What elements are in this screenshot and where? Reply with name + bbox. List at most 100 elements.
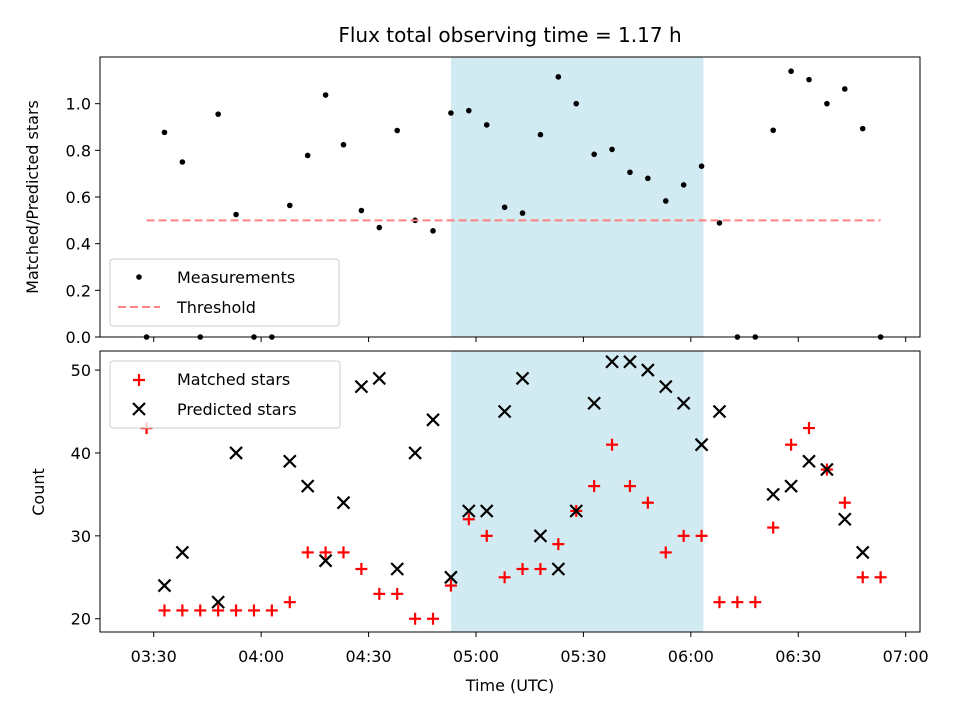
x-bar [354, 379, 369, 394]
matched-star-point [874, 571, 887, 584]
x-bar [605, 354, 619, 369]
ratio-legend: Measurements Threshold [109, 258, 340, 327]
y-tick-label: 40 [71, 444, 91, 463]
x-bar [623, 354, 637, 369]
x-bar [587, 396, 601, 410]
ratio-panel: 0.0 0.2 0.4 0.6 0.8 1.0 Matched/Predicted sta… [23, 56, 921, 347]
matched-star-point [838, 496, 851, 509]
matched-star-point [355, 563, 368, 576]
predicted-star-point [587, 396, 601, 410]
measurement-point [501, 204, 508, 211]
predicted-star-point [444, 570, 458, 585]
matched-star-point [480, 529, 493, 542]
y-tick-label: 0.2 [66, 281, 91, 300]
measurement-point [770, 127, 776, 134]
measurement-point [627, 169, 633, 176]
matched-star-point [641, 496, 654, 509]
predicted-star-point [855, 545, 870, 560]
measurement-point [573, 100, 580, 107]
measurement-point [161, 129, 168, 136]
matched-star-point [695, 529, 708, 542]
predicted-star-point [175, 545, 190, 560]
legend-predicted-marker [132, 402, 146, 416]
predicted-star-point [515, 371, 530, 386]
chart-title: Flux total observing time = 1.17 h [338, 23, 681, 47]
measurement-point [555, 74, 562, 80]
x-tick-label: 05:00 [453, 647, 499, 666]
x-bar [462, 504, 476, 518]
x-bar [515, 371, 530, 386]
predicted-star-point [784, 479, 798, 493]
matched-star-point [677, 529, 690, 542]
legend-measurements-marker [136, 274, 142, 280]
measurement-point [376, 224, 383, 231]
measurement-point [842, 86, 848, 92]
measurement-point [304, 152, 311, 159]
matched-star-point [301, 546, 314, 559]
x-bar [318, 553, 333, 568]
measurement-point [788, 68, 794, 75]
predicted-star-point [676, 396, 691, 410]
predicted-star-point [838, 512, 852, 527]
x-tick-label: 04:00 [238, 647, 284, 666]
counts-y-axis-label: Count [29, 468, 48, 516]
measurement-point [430, 228, 436, 234]
predicted-star-point [497, 404, 512, 419]
x-bar [641, 363, 655, 377]
matched-star-point [158, 604, 171, 617]
y-tick-label: 0.0 [66, 328, 91, 347]
counts-plot-frame [99, 350, 921, 633]
matched-star-point [373, 587, 386, 600]
matched-star-point [247, 604, 260, 617]
x-bar [694, 437, 709, 452]
ratio-y-axis-label: Matched/Predicted stars [23, 100, 42, 294]
x-bar [855, 545, 870, 560]
predicted-star-point [605, 354, 619, 369]
predicted-star-point [354, 379, 369, 394]
predicted-star-point [569, 504, 584, 518]
matched-star-point [767, 521, 780, 534]
matched-star-point [194, 604, 207, 617]
y-tick-label: 50 [71, 361, 91, 380]
x-bar [497, 404, 512, 419]
matched-star-point [588, 480, 601, 493]
matched-star-point [283, 596, 296, 609]
measurement-point [859, 125, 866, 132]
predicted-star-point [712, 404, 727, 419]
x-bar [157, 578, 172, 593]
legend-matched-marker [133, 374, 145, 386]
matched-star-point [498, 571, 511, 584]
x-bar [229, 446, 243, 460]
counts-panel: 03:30 04:00 04:30 05:00 05:30 06:00 06:30 07:00… [29, 350, 929, 695]
x-bar [838, 512, 852, 527]
matched-star-point [427, 612, 440, 625]
x-bar [444, 570, 458, 585]
predicted-star-point [623, 354, 637, 369]
matched-star-point [785, 438, 798, 451]
measurement-point [537, 131, 544, 138]
measurement-point [483, 122, 490, 128]
predicted-star-point [300, 479, 315, 493]
predicted-star-point [211, 595, 225, 609]
matched-star-point [230, 604, 243, 617]
x-bar [479, 504, 494, 518]
predicted-star-point [372, 371, 387, 386]
matched-star-point [265, 604, 278, 617]
counts-legend: Matched stars Predicted stars [109, 360, 341, 429]
y-tick-label: 0.8 [66, 141, 91, 160]
x-bar [712, 404, 727, 419]
x-tick-label: 06:00 [668, 647, 714, 666]
matched-star-point [856, 571, 869, 584]
x-bar [283, 454, 297, 469]
measurement-point [698, 163, 705, 169]
predicted-star-point [283, 454, 297, 469]
matched-star-point [623, 480, 636, 493]
matched-star-point [552, 538, 565, 551]
matched-star-point [462, 513, 475, 526]
matched-star-point [319, 546, 332, 559]
predicted-star-point [157, 578, 172, 593]
x-bar [408, 446, 422, 460]
y-tick-label: 0.4 [66, 235, 91, 254]
predicted-star-point [658, 379, 673, 394]
